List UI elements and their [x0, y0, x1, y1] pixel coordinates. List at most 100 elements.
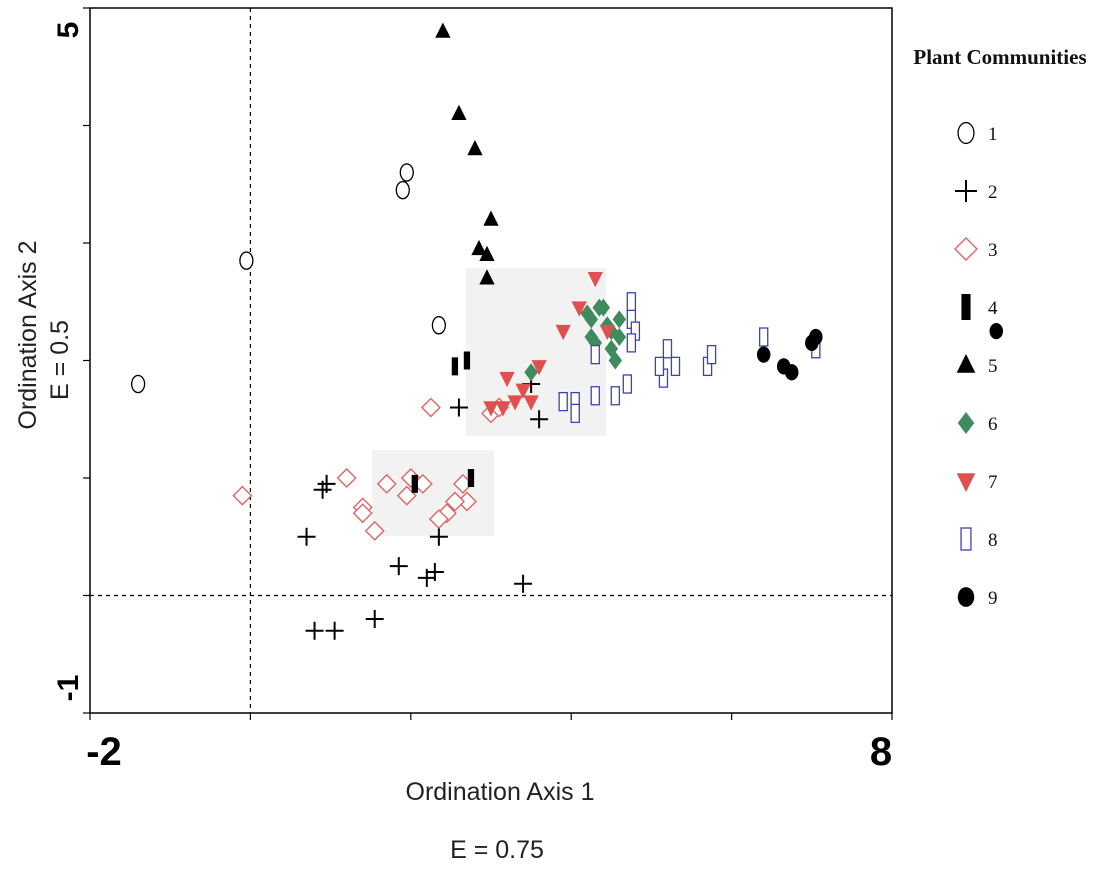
point-community-8	[622, 374, 633, 394]
axis-ticks	[83, 7, 893, 720]
point-community-1	[395, 180, 410, 200]
legend-marker-7	[956, 473, 976, 492]
y-axis-label: Ordination Axis 2	[14, 241, 42, 430]
point-community-2	[514, 574, 533, 593]
legend-marker-8	[960, 527, 972, 551]
point-community-4	[467, 469, 475, 487]
point-community-8	[626, 333, 637, 353]
point-community-4	[411, 474, 418, 493]
y-tick-label-min: -1	[52, 675, 85, 702]
point-community-5	[435, 22, 451, 38]
legend-label-7: 7	[988, 472, 998, 493]
point-community-7	[531, 360, 547, 376]
point-community-7	[515, 383, 531, 399]
point-community-3	[428, 509, 449, 530]
point-community-3	[364, 520, 385, 541]
point-community-7	[483, 401, 499, 417]
point-community-8	[590, 344, 600, 365]
legend-label-4: 4	[988, 298, 998, 319]
point-community-8	[758, 327, 769, 347]
point-community-9	[809, 328, 823, 346]
legend-marker-2	[955, 180, 977, 202]
point-community-6	[608, 351, 623, 370]
point-community-3	[352, 503, 373, 524]
point-community-2	[389, 557, 408, 576]
point-community-8	[558, 391, 568, 412]
point-community-6	[612, 310, 627, 329]
legend-marker-9	[957, 587, 975, 607]
point-community-2	[417, 568, 436, 587]
point-community-2	[317, 474, 336, 493]
point-community-9	[785, 364, 799, 381]
x-axis-label: Ordination Axis 1	[406, 778, 595, 806]
legend-label-3: 3	[988, 240, 998, 261]
legend-label-9: 9	[988, 588, 998, 609]
y-tick-label-max: 5	[52, 22, 85, 39]
point-community-8	[626, 292, 637, 312]
point-community-8	[654, 356, 665, 377]
legend: Plant Communities 1 2 3 4 5 6 7 8 9	[913, 45, 1086, 609]
data-points	[130, 22, 1004, 640]
point-community-6	[580, 304, 594, 323]
x-axis-sublabel: E = 0.75	[450, 836, 544, 864]
point-community-2	[325, 621, 344, 640]
point-community-6	[584, 328, 598, 346]
legend-marker-4	[961, 294, 971, 320]
point-community-5	[479, 245, 495, 262]
legend-label-6: 6	[988, 414, 998, 435]
point-community-2	[449, 398, 468, 417]
point-community-6	[612, 328, 627, 346]
point-community-8	[706, 344, 717, 365]
point-community-1	[431, 316, 446, 335]
point-community-9	[989, 323, 1004, 340]
point-community-5	[471, 239, 487, 256]
point-community-7	[507, 395, 523, 411]
point-community-5	[479, 269, 495, 285]
legend-label-5: 5	[988, 356, 998, 377]
point-community-7	[523, 395, 539, 411]
point-community-2	[530, 410, 549, 429]
point-community-6	[524, 363, 538, 382]
point-community-8	[570, 403, 580, 424]
legend-marker-1	[957, 121, 975, 145]
point-community-4	[463, 351, 471, 370]
legend-label-8: 8	[988, 530, 998, 551]
x-tick-label-min: -2	[86, 730, 122, 774]
legend-marker-5	[956, 354, 976, 373]
point-community-7	[555, 324, 571, 341]
point-community-7	[499, 371, 515, 388]
point-community-7	[599, 324, 615, 341]
legend-marker-6	[957, 412, 975, 434]
legend-label-2: 2	[988, 182, 998, 203]
point-community-7	[571, 301, 587, 317]
point-community-3	[376, 473, 397, 494]
point-community-1	[130, 374, 146, 394]
point-community-3	[232, 485, 253, 506]
point-community-5	[483, 210, 499, 226]
x-tick-label-max: 8	[870, 730, 892, 774]
point-community-1	[239, 251, 254, 270]
point-community-5	[467, 140, 483, 156]
point-community-5	[451, 104, 467, 121]
y-axis-sublabel: E = 0.5	[46, 320, 74, 400]
point-community-4	[451, 357, 459, 376]
point-community-8	[610, 386, 621, 406]
legend-label-1: 1	[988, 124, 998, 145]
point-community-8	[670, 356, 681, 377]
point-community-2	[429, 527, 448, 546]
point-community-8	[662, 339, 673, 359]
point-community-3	[336, 468, 357, 488]
legend-title: Plant Communities	[913, 45, 1086, 69]
point-community-2	[297, 527, 316, 546]
point-community-6	[592, 298, 607, 317]
point-community-3	[420, 397, 441, 418]
point-community-9	[756, 346, 771, 363]
point-community-7	[495, 401, 511, 417]
point-community-2	[305, 621, 324, 640]
point-community-2	[365, 610, 384, 628]
legend-marker-3	[954, 237, 978, 261]
point-community-1	[399, 163, 414, 182]
point-community-8	[590, 386, 600, 406]
point-community-3	[444, 491, 465, 512]
